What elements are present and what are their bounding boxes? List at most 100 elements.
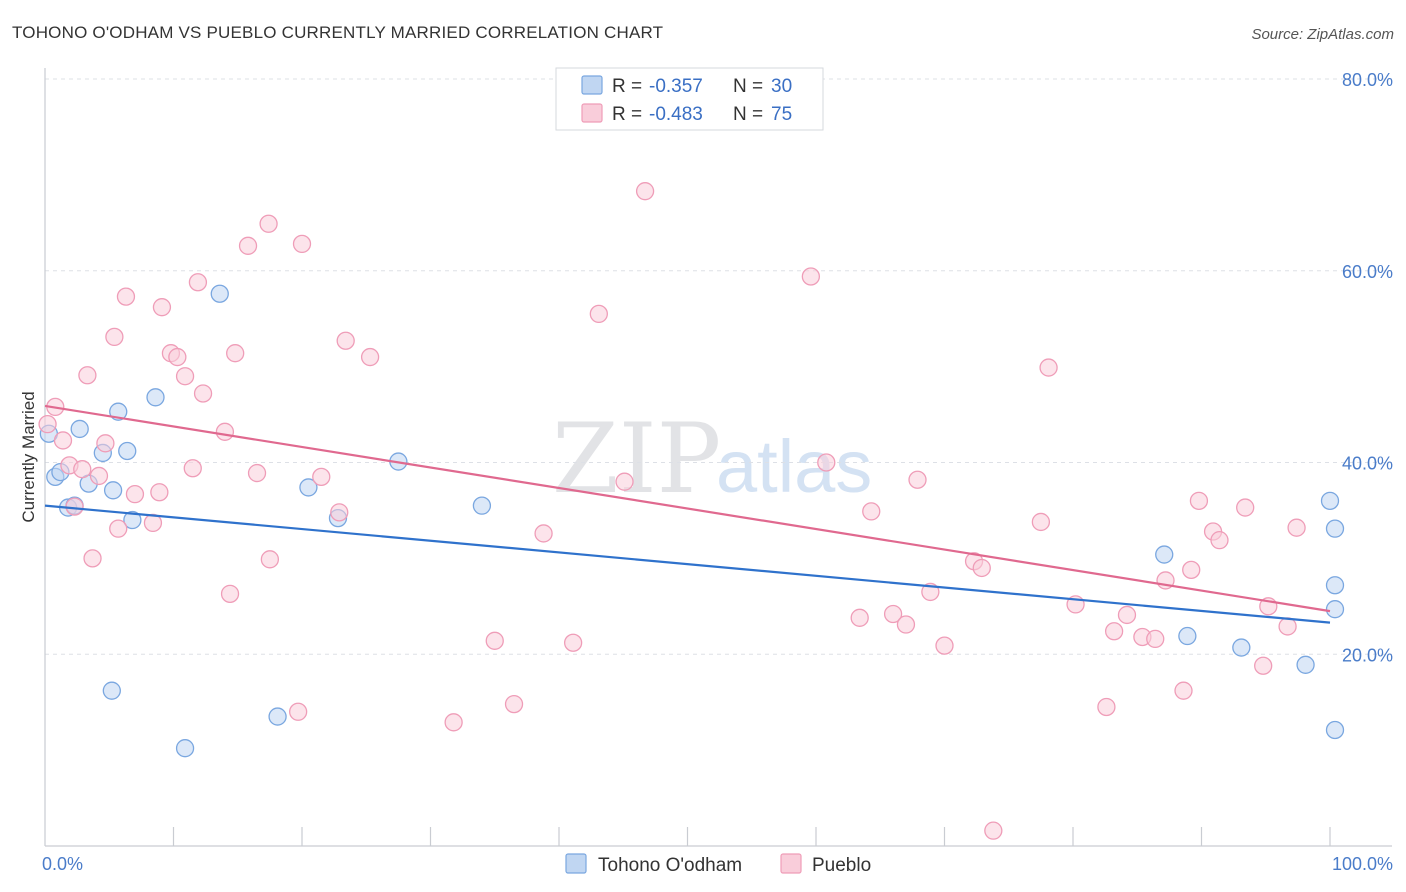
legend-n-label-pueblo: N = [733, 104, 763, 125]
pueblo-point-60 [1104, 622, 1124, 641]
legend-n-label-tohono: N = [733, 76, 763, 97]
y-axis-label: Currently Married [19, 391, 38, 522]
tohono-point-15 [210, 284, 229, 303]
tohono-point-5 [70, 419, 89, 439]
chart-source: Source: ZipAtlas.com [1251, 26, 1394, 43]
pueblo-point-35 [360, 347, 380, 367]
pueblo-point-9 [96, 434, 115, 453]
pueblo-point-50 [908, 470, 927, 489]
pueblo-point-38 [504, 694, 524, 714]
pueblo-point-20 [183, 459, 202, 478]
watermark-atlas: atlas [716, 425, 872, 508]
legend-r-value-pueblo: -0.483 [649, 104, 703, 125]
pueblo-point-42 [615, 472, 634, 491]
legend-swatch-tohono [581, 75, 603, 95]
tohono-point-24 [1296, 655, 1315, 674]
pueblo-point-16 [152, 298, 172, 317]
legend-r-value-tohono: -0.357 [649, 76, 703, 97]
pueblo-point-66 [1182, 560, 1201, 580]
pueblo-point-59 [1097, 697, 1116, 717]
tohono-point-8 [102, 681, 121, 700]
pueblo-point-45 [817, 453, 836, 472]
pueblo-point-0 [38, 414, 57, 434]
pueblo-point-73 [1278, 617, 1297, 636]
tohono-point-16 [268, 707, 287, 726]
tohono-point-28 [1325, 576, 1345, 595]
x-tick-label-max: 100.0% [1332, 854, 1393, 874]
pueblo-point-40 [563, 633, 583, 652]
tohono-point-29 [1320, 491, 1340, 511]
pueblo-point-5 [73, 460, 92, 479]
pueblo-point-19 [175, 367, 195, 386]
pueblo-point-18 [168, 347, 187, 367]
pueblo-point-52 [935, 636, 954, 655]
tohono-point-22 [1178, 626, 1197, 646]
pueblo-point-6 [78, 366, 97, 385]
stats-legend: R = -0.357 N = 30 R = -0.483 N = 75 [555, 67, 824, 131]
tohono-point-11 [118, 441, 137, 461]
pueblo-point-11 [109, 519, 128, 538]
tohono-point-27 [1325, 720, 1345, 740]
chart-title: TOHONO O'ODHAM VS PUEBLO CURRENTLY MARRI… [12, 23, 663, 42]
pueblo-point-65 [1174, 681, 1193, 700]
pueblo-point-37 [485, 631, 504, 650]
pueblo-point-13 [125, 484, 145, 504]
pueblo-point-74 [1287, 518, 1306, 537]
y-tick-label-80: 80.0% [1342, 70, 1393, 90]
pueblo-point-32 [312, 467, 331, 487]
pueblo-point-41 [589, 304, 608, 324]
pueblo-point-39 [534, 524, 553, 543]
pueblo-point-56 [1031, 512, 1051, 532]
pueblo-point-33 [330, 503, 349, 522]
pueblo-point-67 [1189, 491, 1209, 511]
tohono-point-25 [1325, 519, 1345, 538]
tohono-point-9 [103, 481, 123, 500]
pueblo-point-46 [850, 608, 869, 627]
pueblo-point-49 [896, 615, 916, 634]
pueblo-point-57 [1039, 358, 1058, 377]
series-legend: Tohono O'odham Pueblo [565, 853, 871, 876]
tohono-point-20 [472, 496, 492, 515]
watermark-zip: ZIP [552, 403, 721, 515]
pueblo-point-61 [1117, 605, 1137, 625]
pueblo-point-8 [89, 466, 109, 486]
pueblo-point-25 [226, 344, 245, 363]
pueblo-point-36 [444, 713, 463, 732]
series-legend-label-tohono: Tohono O'odham [598, 855, 742, 876]
y-tick-label-60: 60.0% [1342, 262, 1393, 282]
pueblo-point-55 [984, 821, 1003, 840]
x-axis-ticks [172, 827, 1331, 846]
pueblo-point-12 [116, 287, 136, 306]
pueblo-point-15 [150, 483, 169, 502]
series-legend-swatch-tohono [565, 853, 587, 874]
pueblo-point-43 [635, 182, 655, 201]
tohono-point-21 [1155, 545, 1174, 564]
pueblo-point-63 [1146, 629, 1165, 649]
tohono-point-14 [175, 739, 195, 758]
pueblo-point-28 [259, 214, 278, 233]
legend-n-value-pueblo: 75 [771, 104, 792, 125]
series-legend-label-pueblo: Pueblo [812, 855, 871, 876]
pueblo-point-22 [193, 384, 213, 403]
pueblo-point-47 [862, 502, 881, 521]
pueblo-point-69 [1210, 531, 1229, 550]
pueblo-point-2 [53, 431, 73, 450]
tohono-point-12 [123, 510, 142, 530]
tohono-point-26 [1325, 600, 1345, 619]
pueblo-point-71 [1254, 656, 1273, 675]
pueblo-point-29 [260, 550, 280, 569]
pueblo-point-23 [215, 422, 235, 441]
y-axis-tick-labels: 20.0% 40.0% 60.0% 80.0% [1342, 70, 1393, 665]
tohono-point-17 [299, 478, 318, 497]
legend-r-label-pueblo: R = [612, 104, 642, 125]
pueblo-point-44 [801, 267, 821, 286]
pueblo-point-10 [105, 327, 124, 347]
legend-r-label-tohono: R = [612, 76, 642, 97]
pueblo-point-21 [188, 273, 208, 292]
legend-swatch-pueblo [581, 103, 603, 123]
tohono-point-23 [1232, 638, 1251, 657]
y-tick-label-40: 40.0% [1342, 454, 1393, 474]
series-legend-swatch-pueblo [780, 853, 802, 874]
pueblo-point-24 [220, 584, 240, 603]
